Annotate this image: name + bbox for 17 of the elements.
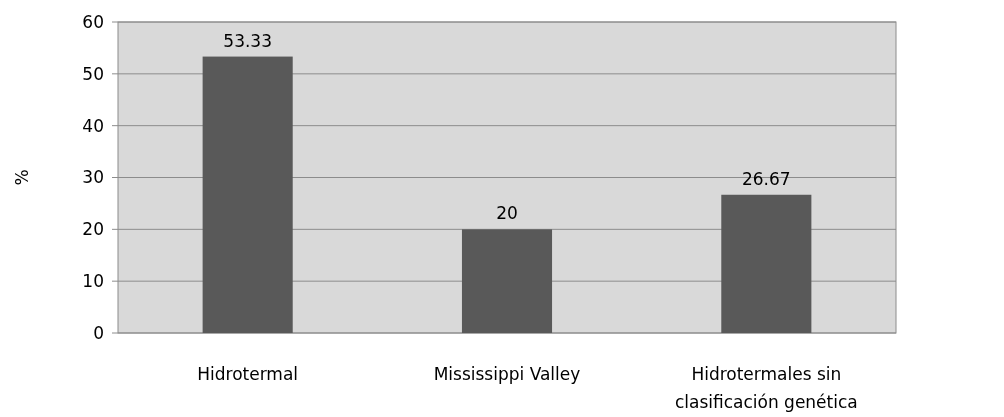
y-tick-label: 50 [82, 63, 104, 84]
x-tick-label: Hidrotermales sin clasificación genética [674, 364, 858, 412]
data-label: 53.33 [223, 30, 272, 51]
y-tick-label: 10 [82, 271, 104, 292]
data-label: 20 [496, 203, 518, 224]
bar [202, 56, 293, 333]
y-tick-label: 40 [82, 115, 104, 136]
x-tick-label: Hidrotermal [197, 364, 299, 384]
y-axis-title: % [12, 169, 32, 186]
y-tick-label: 0 [93, 322, 104, 343]
y-tick-label: 20 [82, 219, 104, 240]
y-tick-label: 30 [82, 167, 104, 188]
bar [461, 229, 553, 333]
data-label: 26.67 [742, 168, 791, 189]
bar [721, 194, 812, 333]
x-tick-label: Mississippi Valley [433, 364, 581, 384]
y-tick-label: 60 [82, 11, 104, 32]
